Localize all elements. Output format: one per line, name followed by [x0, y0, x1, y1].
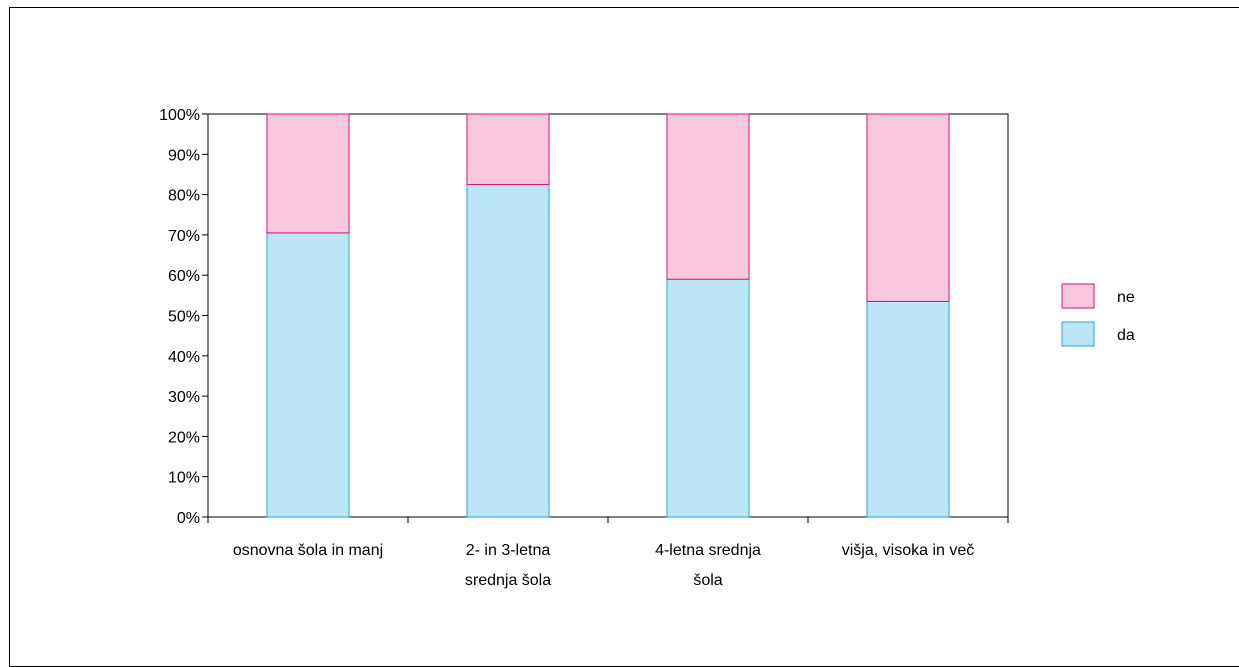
legend-label-da: da	[1117, 327, 1135, 344]
x-category-label: šola	[693, 572, 722, 589]
legend-label-ne: ne	[1117, 289, 1135, 306]
y-tick-label: 0%	[177, 510, 200, 527]
y-tick-label: 60%	[168, 268, 200, 285]
bar-segment-ne	[866, 113, 950, 302]
x-category-label: 4-letna srednja	[655, 542, 761, 559]
bar-segment-ne	[266, 113, 350, 234]
bar-segment-ne	[466, 113, 550, 186]
bar-segment-ne	[666, 113, 750, 280]
x-axis: osnovna šola in manj 2- in 3-letna srednja…	[207, 517, 1009, 589]
legend-swatch-ne	[1061, 283, 1095, 309]
x-category-label: srednja šola	[465, 572, 551, 589]
legend: ne da	[1061, 283, 1135, 347]
bar-segment-da	[666, 278, 750, 518]
bar-segment-da	[866, 300, 950, 518]
y-tick-label: 70%	[168, 228, 200, 245]
x-category-label: višja, visoka in več	[842, 542, 975, 559]
y-tick-label: 90%	[168, 147, 200, 164]
y-tick-label: 100%	[159, 107, 200, 124]
x-category-label: osnovna šola in manj	[233, 542, 383, 559]
y-tick-label: 40%	[168, 349, 200, 366]
y-tick-label: 80%	[168, 188, 200, 205]
y-tick-label: 20%	[168, 429, 200, 446]
plot-area	[207, 113, 1009, 518]
legend-swatch-da	[1061, 321, 1095, 347]
bar-segment-da	[466, 184, 550, 518]
y-tick-label: 30%	[168, 389, 200, 406]
y-tick-label: 50%	[168, 309, 200, 326]
x-category-label: 2- in 3-letna	[466, 542, 551, 559]
y-tick-label: 10%	[168, 470, 200, 487]
y-axis: 0% 10% 20% 30% 40% 50% 60% 70% 80% 90% 100%	[159, 107, 208, 527]
bar-segment-da	[266, 232, 350, 518]
